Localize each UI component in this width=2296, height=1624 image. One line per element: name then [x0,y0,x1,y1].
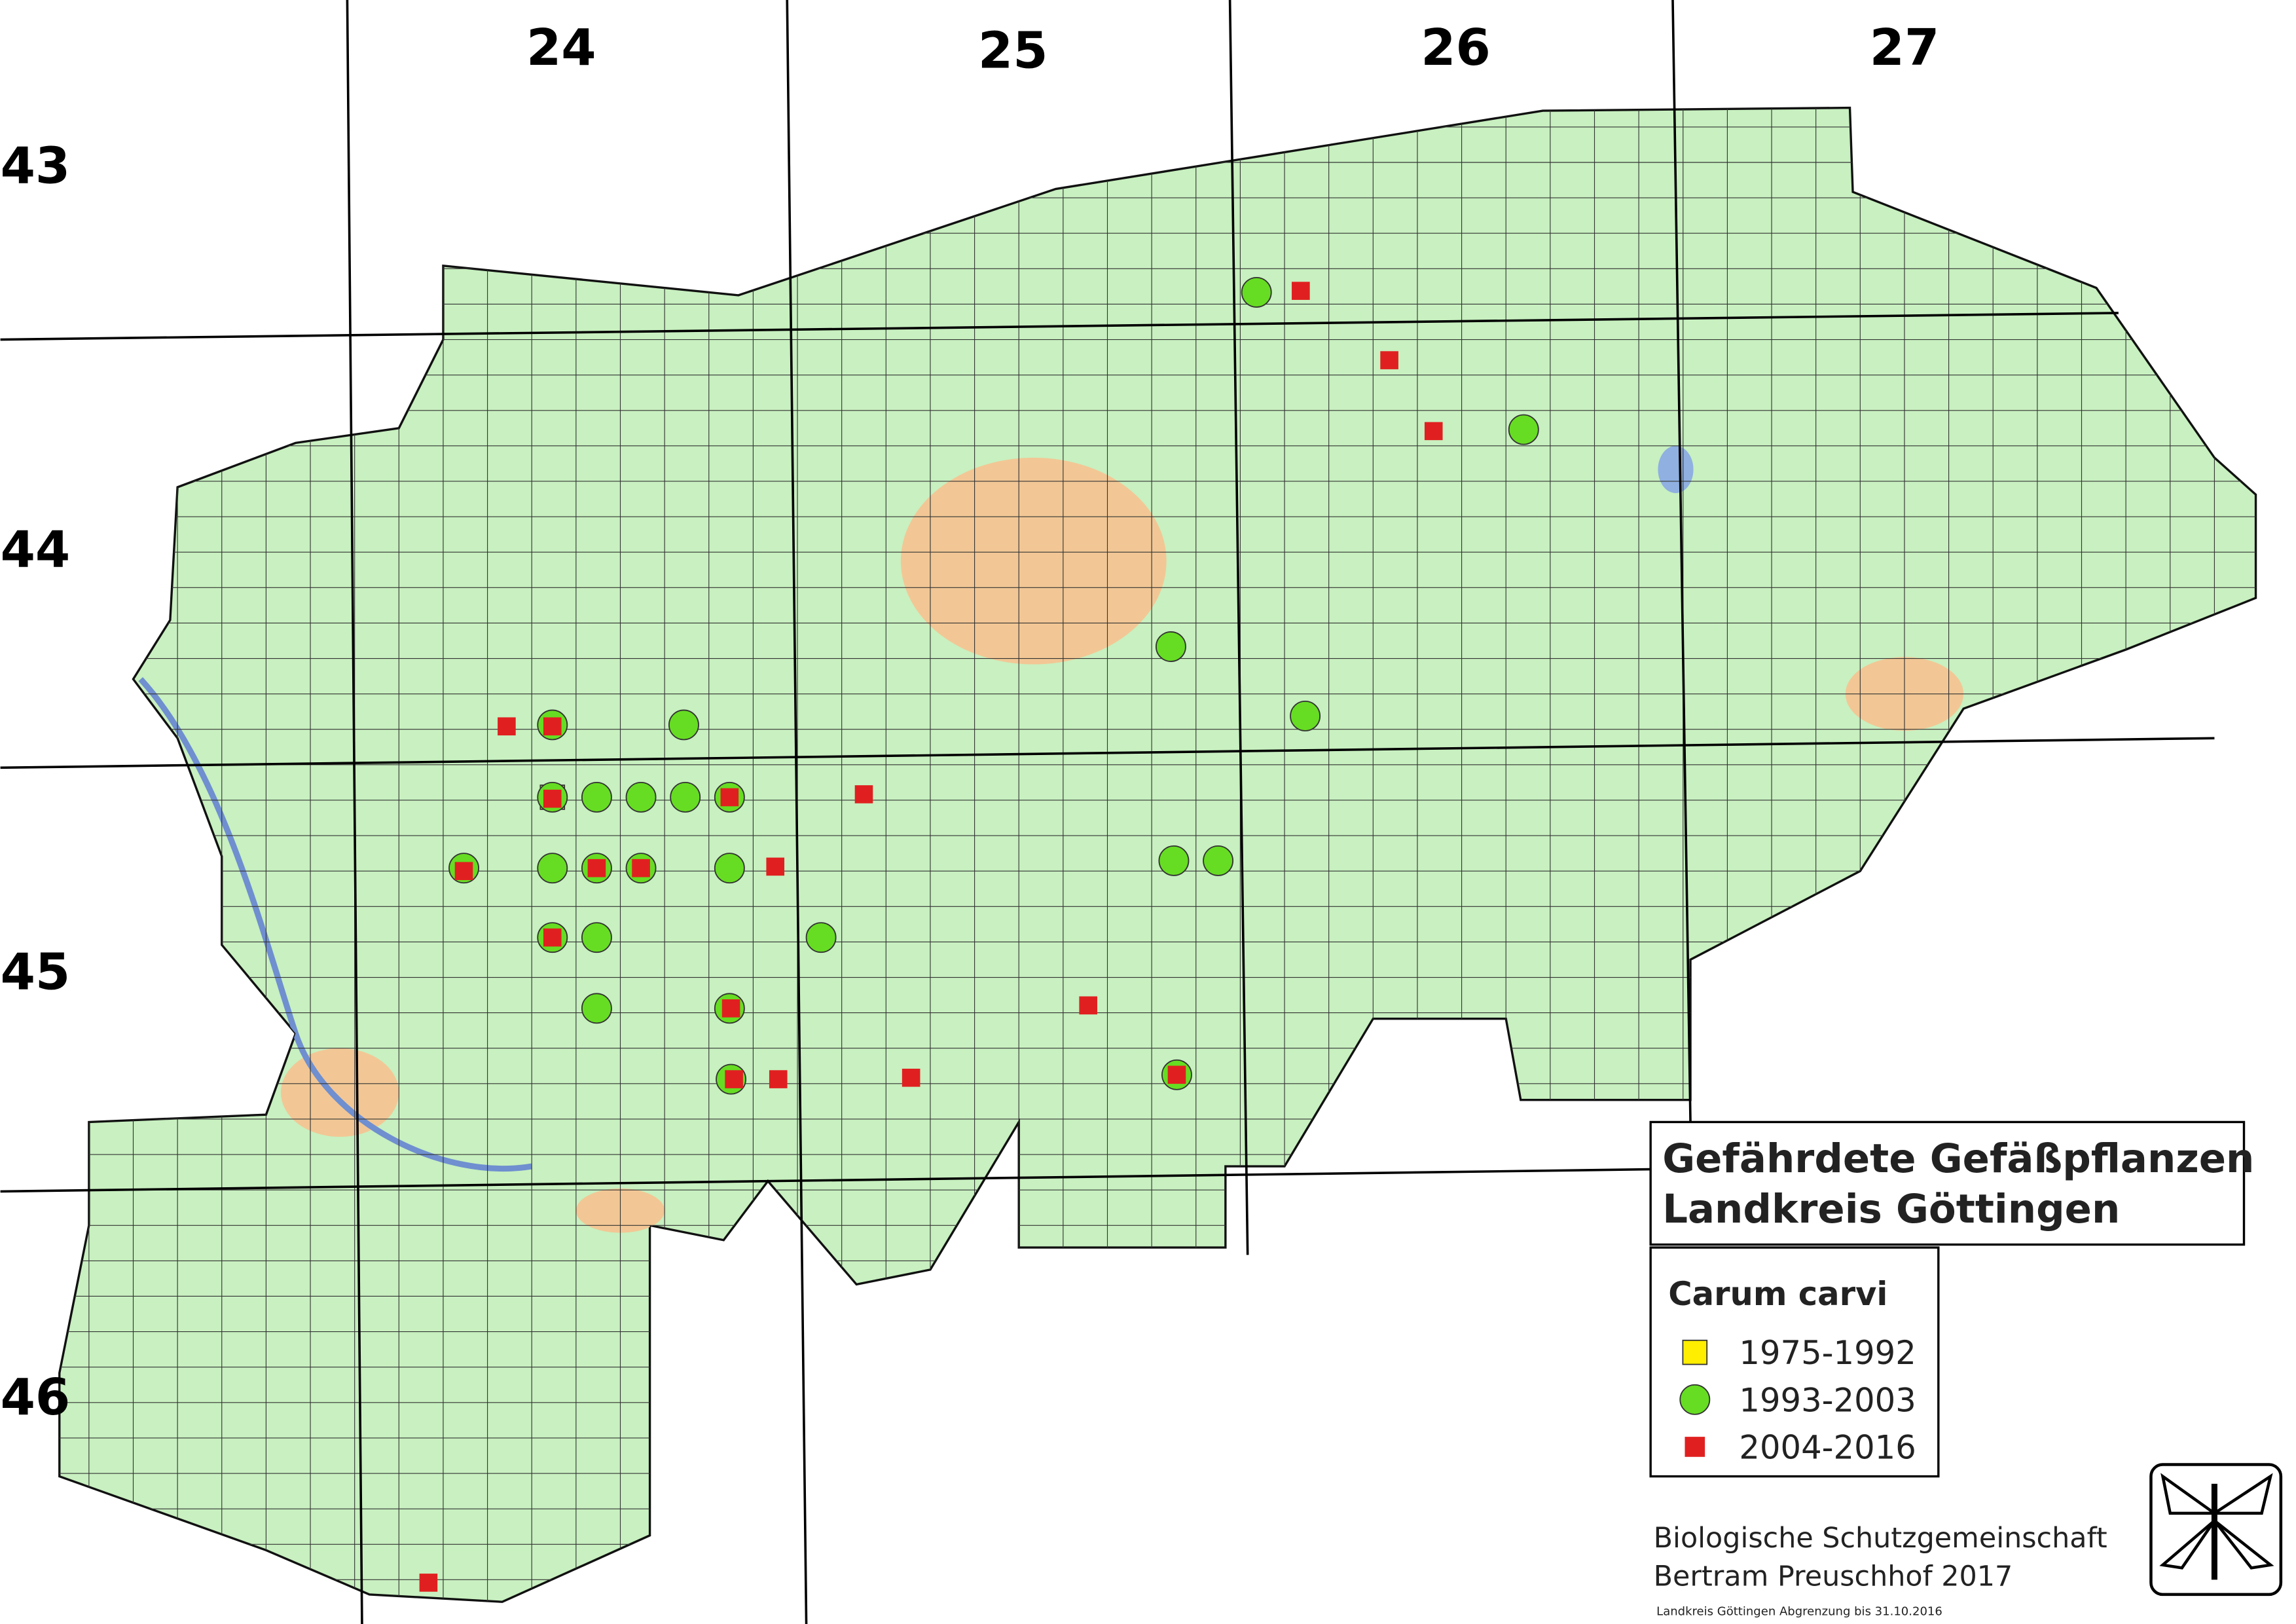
marker-square [543,928,562,947]
marker-square [1380,351,1398,369]
marker-circle [1203,845,1234,876]
town [280,1048,399,1137]
marker-square [632,858,650,877]
town [900,457,1167,665]
marker-square [854,785,873,803]
marker-square [725,1070,743,1088]
row-label: 44 [1,521,71,580]
column-label: 26 [1421,19,1491,77]
credit-note: Landkreis Göttingen Abgrenzung bis 31.10… [1656,1604,1942,1618]
marker-circle [537,853,568,884]
row-label: 45 [1,944,71,1002]
marker-square [1292,282,1310,300]
marker-circle [1155,631,1186,662]
marker-circle [1241,276,1272,308]
marker-square [543,789,562,808]
logo [2149,1463,2283,1596]
main-grid [0,0,2215,1624]
marker-square [720,788,739,807]
row-label: 46 [1,1369,71,1427]
legend-species: Carum carvi [1668,1275,1887,1313]
marker-square [1685,1437,1705,1457]
marker-circle [670,782,701,813]
credit: Bertram Preuschhof 2017 [1654,1560,2013,1593]
marker-square [1167,1065,1186,1084]
marker-circle [1679,1384,1711,1415]
marker-circle [805,922,837,953]
marker-square [454,862,473,880]
marker-square [543,717,562,736]
grid-line [0,1168,1651,1193]
marker-circle [625,782,657,813]
column-label: 25 [978,22,1048,81]
marker-square [498,717,516,736]
marker-square [902,1069,920,1087]
column-label: 27 [1870,19,1940,77]
legend-label: 1975-1992 [1739,1334,1916,1372]
marker-circle [581,782,612,813]
row-label: 43 [1,138,71,196]
marker-square [766,857,785,876]
grid-line [0,312,2119,341]
marker-circle [1508,414,1539,445]
grid-line [1671,0,1692,1122]
grid-line [1228,0,1249,1255]
marker-circle [1158,845,1190,876]
marker-circle [714,853,745,884]
title: Landkreis Göttingen [1662,1186,2120,1232]
occurrence-markers [419,276,1539,1592]
legend-label: 1993-2003 [1739,1381,1916,1419]
column-label: 24 [526,19,596,77]
marker-square [587,858,606,877]
credit: Biologische Schutzgemeinschaft [1654,1522,2107,1555]
marker-square [1424,422,1443,441]
legend: 1975-1992 1993-2003 2004-2016 [1679,1334,1916,1466]
marker-circle [581,993,612,1024]
title-box [1649,1120,2246,1246]
marker-circle [668,709,699,741]
marker-square [1079,996,1097,1015]
marker-circle [581,922,612,953]
legend-label: 2004-2016 [1739,1428,1916,1466]
grid-line [0,737,2215,769]
river [138,677,532,1172]
grid-line [346,0,363,1624]
marker-square [769,1070,788,1088]
marker-circle [1290,701,1321,731]
lake [1658,445,1694,494]
title: Gefährdete Gefäßpflanzen [1662,1135,2254,1182]
marker-square [721,999,740,1018]
logo-wings [2159,1473,2274,1570]
marker-square [1682,1339,1708,1365]
marker-square [419,1574,438,1592]
grid-line [786,0,808,1624]
